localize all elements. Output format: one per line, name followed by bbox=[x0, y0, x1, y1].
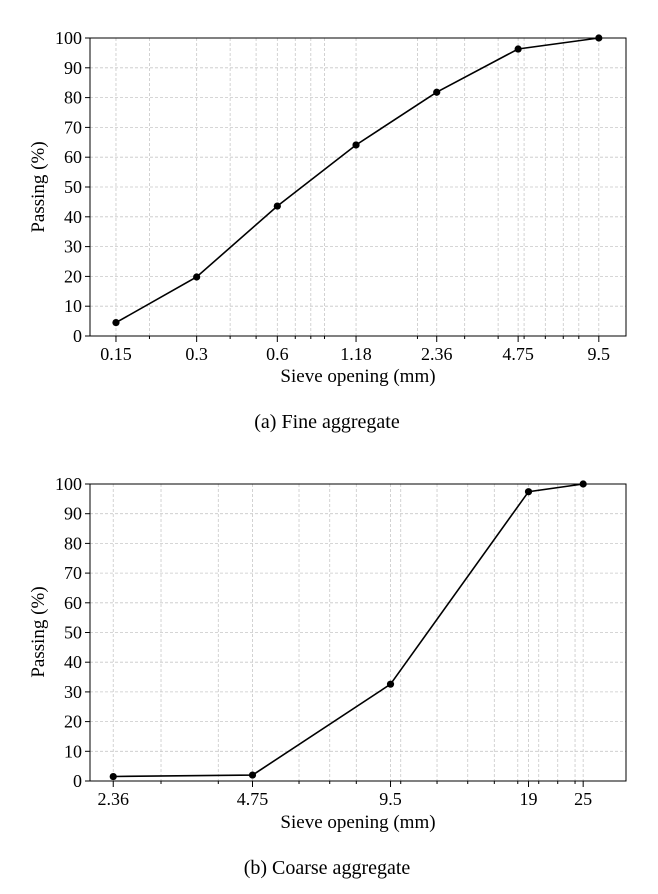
chart-a-ytick-label: 30 bbox=[64, 237, 82, 257]
chart-b-xtick-label: 4.75 bbox=[237, 789, 269, 809]
chart-b-ytick-label: 90 bbox=[64, 504, 82, 524]
chart-b-ytick-label: 40 bbox=[64, 652, 82, 672]
chart-b-data-point bbox=[109, 772, 117, 781]
chart-b-ytick-label: 100 bbox=[55, 474, 82, 494]
chart-a-data-point bbox=[193, 273, 201, 281]
chart-a-ytick-label: 10 bbox=[64, 296, 82, 316]
chart-b-series-line bbox=[113, 483, 584, 778]
chart-a-data-point bbox=[433, 88, 441, 96]
chart-a-ytick-label: 60 bbox=[64, 147, 82, 167]
chart-a-series-line bbox=[115, 37, 599, 324]
chart-a-data-point bbox=[595, 34, 603, 42]
chart-a-caption: (a) Fine aggregate bbox=[254, 411, 400, 433]
chart-b-ytick-label: 20 bbox=[64, 712, 82, 732]
chart-b-xtick-label: 2.36 bbox=[97, 789, 129, 809]
chart-a-ytick-label: 0 bbox=[73, 326, 82, 346]
chart-b-data-point bbox=[524, 488, 533, 496]
chart-a-xtick-label: 1.18 bbox=[340, 344, 372, 364]
chart-a-ytick-label: 70 bbox=[64, 117, 82, 137]
chart-a-ytick-label: 90 bbox=[64, 58, 82, 78]
chart-b: 0 10 20 30 40 50 60 70 80 90 100 2.36 4.75 9.5 19 25 Si… bbox=[28, 474, 627, 879]
chart-a-xtick-label: 0.3 bbox=[185, 344, 208, 364]
chart-a-ytick-label: 80 bbox=[64, 88, 82, 108]
chart-a-xlabel: Sieve opening (mm) bbox=[280, 366, 435, 387]
chart-a-xtick-label: 0.6 bbox=[266, 344, 289, 364]
chart-b-ytick-label: 10 bbox=[64, 741, 82, 761]
chart-b-data-point bbox=[386, 680, 395, 688]
chart-b-ytick-label: 30 bbox=[64, 682, 82, 702]
chart-a-ylabel: Passing (%) bbox=[28, 141, 49, 232]
chart-b-ytick-label: 80 bbox=[64, 533, 82, 553]
chart-a-ytick-label: 40 bbox=[64, 207, 82, 227]
chart-a-ytick-label: 50 bbox=[64, 177, 82, 197]
chart-a-ytick-label: 20 bbox=[64, 266, 82, 286]
chart-b-ytick-label: 50 bbox=[64, 623, 82, 643]
chart-b-ytick-label: 60 bbox=[64, 593, 82, 613]
chart-a-xtick-label: 9.5 bbox=[588, 344, 611, 364]
chart-b-caption: (b) Coarse aggregate bbox=[244, 857, 411, 879]
chart-b-data-point bbox=[248, 771, 257, 779]
chart-b-ylabel: Passing (%) bbox=[28, 586, 49, 677]
chart-a: 0 10 20 30 40 50 60 70 80 90 100 0.15 0.3 0.6 1.18 2.36… bbox=[28, 28, 627, 433]
chart-a-xtick-label: 4.75 bbox=[502, 344, 534, 364]
chart-b-xtick-label: 19 bbox=[520, 789, 538, 809]
chart-b-xtick-label: 25 bbox=[574, 789, 592, 809]
chart-a-ytick-label: 100 bbox=[55, 28, 82, 48]
chart-a-data-point bbox=[352, 141, 360, 149]
chart-b-data-point bbox=[579, 480, 587, 488]
chart-b-xtick-label: 9.5 bbox=[379, 789, 402, 809]
chart-a-data-point bbox=[514, 45, 522, 53]
chart-b-ytick-label: 70 bbox=[64, 563, 82, 583]
chart-a-xtick-label: 0.15 bbox=[100, 344, 132, 364]
chart-a-data-point bbox=[273, 202, 281, 210]
chart-a-data-point bbox=[112, 318, 120, 327]
chart-a-xtick-label: 2.36 bbox=[421, 344, 453, 364]
chart-b-ytick-label: 0 bbox=[73, 771, 82, 791]
chart-b-xlabel: Sieve opening (mm) bbox=[280, 812, 435, 833]
